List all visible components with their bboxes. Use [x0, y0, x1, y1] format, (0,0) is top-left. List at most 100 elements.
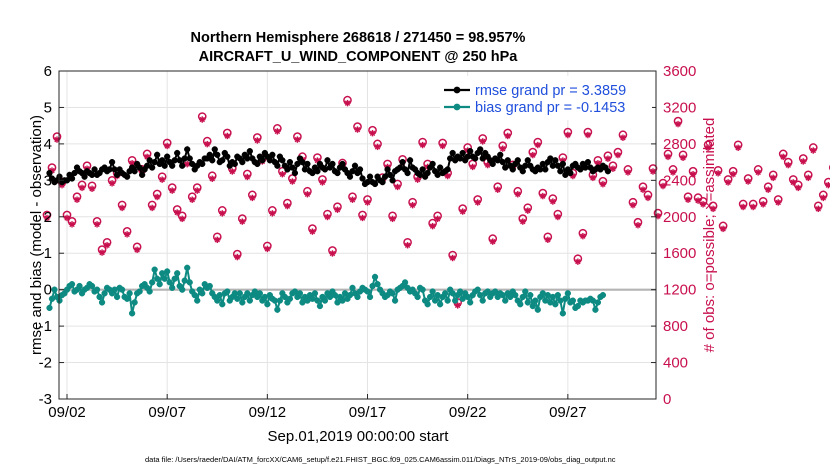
obs-star-stroke: [274, 128, 281, 135]
obs-star-stroke: [229, 168, 236, 175]
obs-assimilated-marker: [724, 179, 732, 186]
obs-star-stroke: [234, 254, 241, 260]
obs-assimilated-marker: [539, 192, 547, 200]
obs-star-stroke: [354, 126, 361, 133]
obs-assimilated-marker: [739, 203, 747, 211]
obs-assimilated-marker: [294, 136, 301, 143]
bias-point: [592, 306, 599, 313]
obs-star-stroke: [174, 209, 180, 216]
bias-point: [559, 310, 566, 317]
obs-assimilated-marker: [554, 213, 562, 221]
obs-star-stroke: [595, 160, 601, 167]
obs-assimilated-marker: [764, 186, 772, 193]
bias-point: [519, 293, 526, 301]
obs-assimilated-marker: [179, 215, 186, 223]
obs-star-stroke: [515, 191, 521, 198]
bias-point: [146, 288, 153, 295]
obs-assimilated-marker: [810, 147, 817, 154]
obs-star-stroke: [760, 201, 766, 208]
obs-star-stroke: [765, 186, 771, 193]
obs-star-stroke: [494, 186, 501, 193]
obs-star-stroke: [675, 121, 681, 127]
rmse-point: [356, 166, 364, 173]
obs-star-stroke: [540, 193, 546, 199]
obs-star-stroke: [409, 202, 416, 208]
obs-assimilated-marker: [454, 302, 461, 309]
rmse-point: [81, 173, 88, 180]
tick-label-right: 400: [663, 355, 688, 372]
rmse-point: [108, 158, 116, 166]
rmse-point: [339, 160, 346, 168]
rmse-point: [304, 160, 311, 168]
rmse-point: [289, 164, 296, 171]
obs-star-stroke: [394, 184, 401, 190]
obs-star-stroke: [489, 238, 496, 245]
axis-ticks: -3 -2 -1 0 1 2 3 4 5 6 0 400 800 1200 1600 2000 2400 2800…: [39, 63, 697, 421]
rmse-point: [154, 151, 161, 158]
obs-star-stroke: [344, 100, 351, 106]
obs-star-stroke: [635, 222, 641, 228]
tick-label-left: -2: [39, 355, 52, 372]
obs-assimilated-marker: [229, 168, 236, 175]
obs-star-stroke: [610, 166, 616, 172]
bias-point: [389, 290, 396, 297]
obs-star-stroke: [419, 142, 426, 148]
rmse-point: [214, 151, 221, 158]
obs-assimilated-marker: [123, 231, 131, 238]
rmse-point: [509, 166, 516, 173]
obs-star-stroke: [820, 195, 827, 201]
obs-star-stroke: [404, 242, 411, 249]
rmse-point: [314, 168, 321, 175]
rmse-point: [389, 177, 396, 184]
rmse-point: [472, 155, 479, 162]
obs-star-stroke: [735, 145, 741, 151]
obs-assimilated-marker: [319, 179, 326, 186]
obs-star-stroke: [439, 143, 446, 149]
obs-star-stroke: [414, 176, 421, 183]
obs-star-stroke: [249, 195, 256, 201]
obs-assimilated-marker: [108, 180, 116, 187]
bias-point: [349, 284, 356, 291]
bias-point: [186, 279, 193, 286]
obs-assimilated-marker: [439, 142, 446, 150]
bias-point: [224, 288, 231, 295]
obs-assimilated-marker: [189, 196, 196, 203]
obs-star-stroke: [484, 162, 491, 168]
obs-star-stroke: [720, 226, 726, 232]
obs-assimilated-marker: [419, 141, 426, 149]
obs-star-stroke: [349, 196, 356, 203]
obs-assimilated-marker: [529, 151, 536, 159]
rmse-point: [169, 162, 176, 169]
obs-star-stroke: [715, 170, 721, 177]
obs-star-stroke: [334, 207, 341, 213]
obs-assimilated-marker: [309, 228, 316, 235]
obs-star-stroke: [750, 204, 756, 210]
bias-point: [174, 270, 181, 277]
obs-star-stroke: [525, 207, 531, 214]
obs-star-stroke: [154, 194, 160, 200]
obs-star-stroke: [279, 171, 286, 177]
obs-assimilated-marker: [494, 186, 501, 193]
bias-point: [574, 302, 582, 310]
obs-assimilated-marker: [234, 253, 241, 261]
rmse-point: [324, 157, 331, 164]
tick-label-x: 09/12: [249, 404, 287, 421]
obs-star-stroke: [670, 169, 676, 176]
bias-point: [316, 302, 324, 310]
obs-assimilated-marker: [389, 215, 396, 223]
legend-swatch-marker: [453, 103, 461, 111]
rmse-point: [424, 169, 431, 177]
obs-assimilated-marker: [489, 238, 496, 245]
rmse-point: [246, 148, 253, 155]
bias-point: [184, 264, 191, 271]
obs-star-stroke: [169, 187, 175, 194]
rmse-point: [467, 148, 474, 155]
rmse-point: [199, 160, 206, 168]
bias-point: [599, 291, 607, 299]
obs-assimilated-marker: [674, 120, 682, 128]
obs-assimilated-marker: [279, 171, 286, 178]
obs-assimilated-marker: [168, 187, 176, 194]
rmse-point: [351, 162, 359, 169]
rmse-point: [286, 158, 294, 166]
obs-assimilated-marker: [73, 196, 81, 203]
